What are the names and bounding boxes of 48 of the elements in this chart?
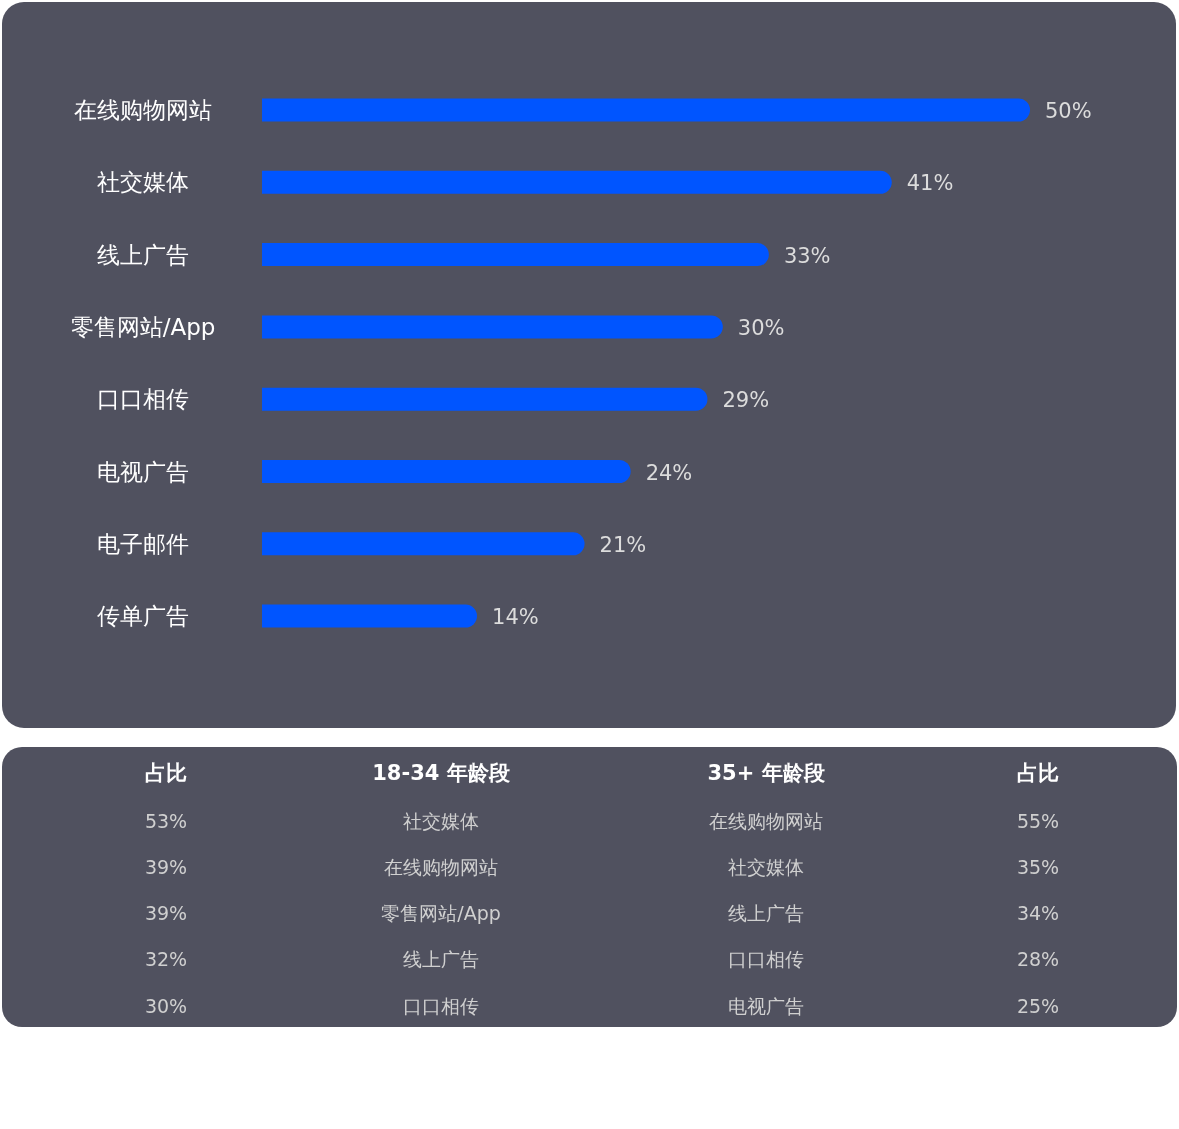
text: 零售网站/App (381, 902, 501, 924)
bar (262, 604, 478, 628)
y-tick-label: 线上广告 (97, 241, 189, 268)
text: 口口相传 (728, 948, 804, 970)
y-tick-label: 传单广告 (97, 603, 189, 630)
text: 在线购物网站 (384, 856, 498, 878)
y-tick-label: 在线购物网站 (74, 97, 212, 123)
bar (262, 532, 585, 556)
text: 电视广告 (728, 995, 804, 1017)
bar (262, 98, 1030, 122)
y-tick-label: 电视广告 (97, 458, 189, 485)
text: 线上广告 (728, 902, 804, 924)
data-label: 24% (645, 460, 693, 485)
text: 社交媒体 (403, 810, 479, 832)
text: 39% (144, 856, 188, 878)
text: 30% (144, 995, 188, 1017)
text: 34% (1016, 902, 1060, 924)
text: 28% (1016, 948, 1060, 970)
text: 占比 (1017, 761, 1059, 785)
data-label: 30% (737, 315, 785, 340)
text: 25% (1016, 995, 1060, 1017)
bar (262, 170, 892, 194)
data-label: 21% (599, 532, 647, 557)
text: 35+ 年龄段 (707, 761, 826, 785)
bar (262, 243, 769, 267)
text: 39% (144, 902, 188, 924)
text: 口口相传 (403, 995, 479, 1017)
text: 18-34 年龄段 (372, 761, 511, 785)
data-label: 29% (722, 388, 770, 413)
text: 线上广告 (403, 948, 479, 970)
bar (262, 315, 723, 339)
data-label: 41% (906, 171, 954, 196)
y-tick-label: 口口相传 (97, 386, 189, 413)
y-tick-label: 零售网站/App (70, 313, 216, 340)
text: 55% (1016, 810, 1060, 832)
y-tick-label: 社交媒体 (97, 169, 189, 196)
text: 社交媒体 (728, 856, 804, 878)
bar (262, 387, 708, 411)
text: 32% (144, 948, 188, 970)
data-label: 14% (492, 605, 539, 630)
data-label: 50% (1045, 99, 1092, 123)
text: 53% (144, 810, 188, 832)
y-tick-label: 电子邮件 (97, 530, 189, 557)
text: 35% (1016, 856, 1060, 878)
text: 占比 (145, 761, 187, 785)
data-label: 33% (783, 243, 831, 268)
bar (262, 460, 631, 483)
text: 在线购物网站 (709, 810, 823, 832)
